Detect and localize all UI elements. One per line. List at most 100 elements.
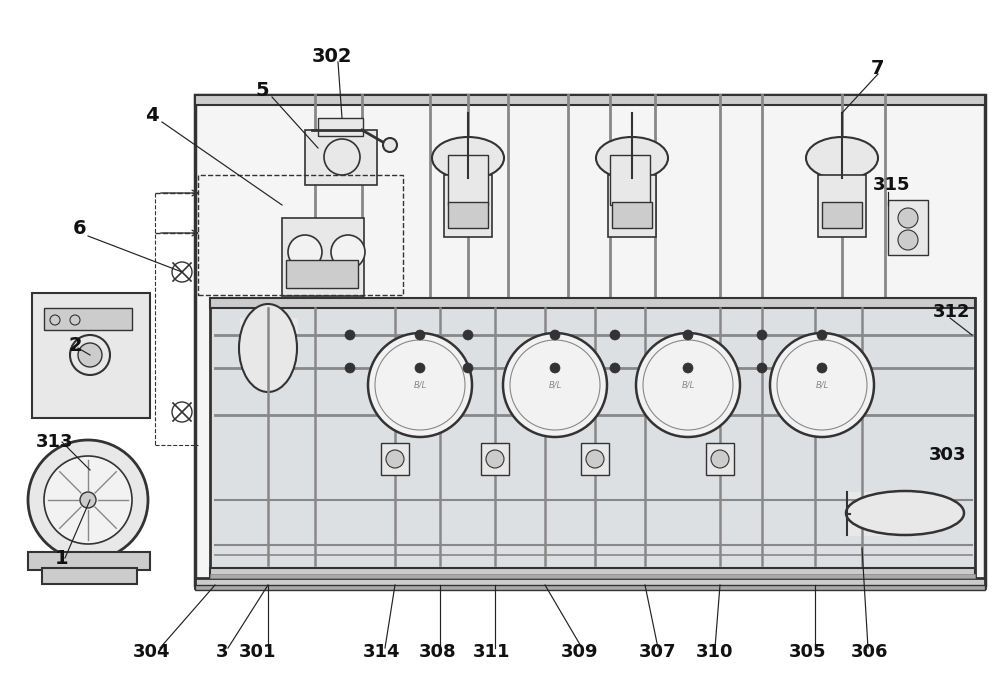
Text: 313: 313 <box>36 433 74 451</box>
Bar <box>318 118 363 136</box>
Text: 307: 307 <box>639 643 677 661</box>
Text: 315: 315 <box>873 176 911 194</box>
Bar <box>210 574 975 578</box>
Bar <box>581 443 609 475</box>
Text: 5: 5 <box>255 81 269 99</box>
Circle shape <box>586 450 604 468</box>
Circle shape <box>683 363 693 373</box>
Circle shape <box>80 492 96 508</box>
Circle shape <box>817 363 827 373</box>
Text: 3: 3 <box>216 643 228 661</box>
Text: 302: 302 <box>312 46 352 66</box>
Bar <box>282 218 364 296</box>
Circle shape <box>368 333 472 437</box>
Bar <box>381 443 409 475</box>
Bar <box>448 155 488 205</box>
Circle shape <box>331 235 365 269</box>
Text: 308: 308 <box>419 643 457 661</box>
Bar <box>44 308 132 330</box>
Ellipse shape <box>846 491 964 535</box>
Bar <box>210 298 975 308</box>
Text: 312: 312 <box>933 303 971 321</box>
Text: B/L: B/L <box>548 380 562 389</box>
Circle shape <box>345 363 355 373</box>
Bar <box>195 95 985 105</box>
Text: 303: 303 <box>929 446 967 464</box>
Bar <box>822 202 862 228</box>
Circle shape <box>898 208 918 228</box>
Text: 314: 314 <box>363 643 401 661</box>
Bar <box>28 552 150 570</box>
Circle shape <box>503 333 607 437</box>
Circle shape <box>78 343 102 367</box>
Bar <box>818 175 866 237</box>
Circle shape <box>288 235 322 269</box>
Circle shape <box>550 330 560 340</box>
Bar <box>444 175 492 237</box>
Text: 310: 310 <box>696 643 734 661</box>
Bar <box>612 202 652 228</box>
Circle shape <box>610 330 620 340</box>
Circle shape <box>415 330 425 340</box>
Bar <box>195 95 985 585</box>
Circle shape <box>50 315 60 325</box>
Text: B/L: B/L <box>413 380 427 389</box>
Text: 309: 309 <box>561 643 599 661</box>
Text: 1: 1 <box>55 549 69 567</box>
Text: B/L: B/L <box>681 380 695 389</box>
Bar <box>198 175 403 295</box>
Text: 306: 306 <box>851 643 889 661</box>
Text: 6: 6 <box>73 219 87 237</box>
Bar <box>210 568 975 576</box>
Text: 7: 7 <box>871 59 885 77</box>
Ellipse shape <box>239 304 297 392</box>
Bar <box>195 585 985 590</box>
Text: 304: 304 <box>133 643 171 661</box>
Circle shape <box>757 363 767 373</box>
Ellipse shape <box>806 137 878 179</box>
Text: 2: 2 <box>68 335 82 355</box>
Circle shape <box>345 330 355 340</box>
Circle shape <box>415 363 425 373</box>
Bar <box>608 175 656 237</box>
Bar <box>610 155 650 205</box>
Bar <box>448 202 488 228</box>
Circle shape <box>486 450 504 468</box>
Text: 305: 305 <box>789 643 827 661</box>
Circle shape <box>711 450 729 468</box>
Text: 301: 301 <box>239 643 277 661</box>
Bar <box>195 578 985 588</box>
Circle shape <box>44 456 132 544</box>
Circle shape <box>70 315 80 325</box>
Bar <box>210 298 975 576</box>
Bar <box>240 318 298 348</box>
Circle shape <box>636 333 740 437</box>
Bar <box>888 200 928 255</box>
Circle shape <box>70 335 110 375</box>
Bar <box>481 443 509 475</box>
Bar <box>286 260 358 288</box>
Text: 4: 4 <box>145 106 159 124</box>
Bar <box>305 130 377 185</box>
Circle shape <box>898 230 918 250</box>
Bar <box>32 293 150 418</box>
Text: B/L: B/L <box>815 380 829 389</box>
Bar <box>706 443 734 475</box>
Circle shape <box>550 363 560 373</box>
Text: 311: 311 <box>473 643 511 661</box>
Bar <box>847 492 907 536</box>
Circle shape <box>383 138 397 152</box>
Circle shape <box>324 139 360 175</box>
Circle shape <box>463 363 473 373</box>
Circle shape <box>610 363 620 373</box>
Ellipse shape <box>596 137 668 179</box>
Circle shape <box>817 330 827 340</box>
Bar <box>42 568 137 584</box>
Circle shape <box>463 330 473 340</box>
Circle shape <box>770 333 874 437</box>
Circle shape <box>757 330 767 340</box>
Circle shape <box>386 450 404 468</box>
Ellipse shape <box>432 137 504 179</box>
Circle shape <box>28 440 148 560</box>
Circle shape <box>683 330 693 340</box>
